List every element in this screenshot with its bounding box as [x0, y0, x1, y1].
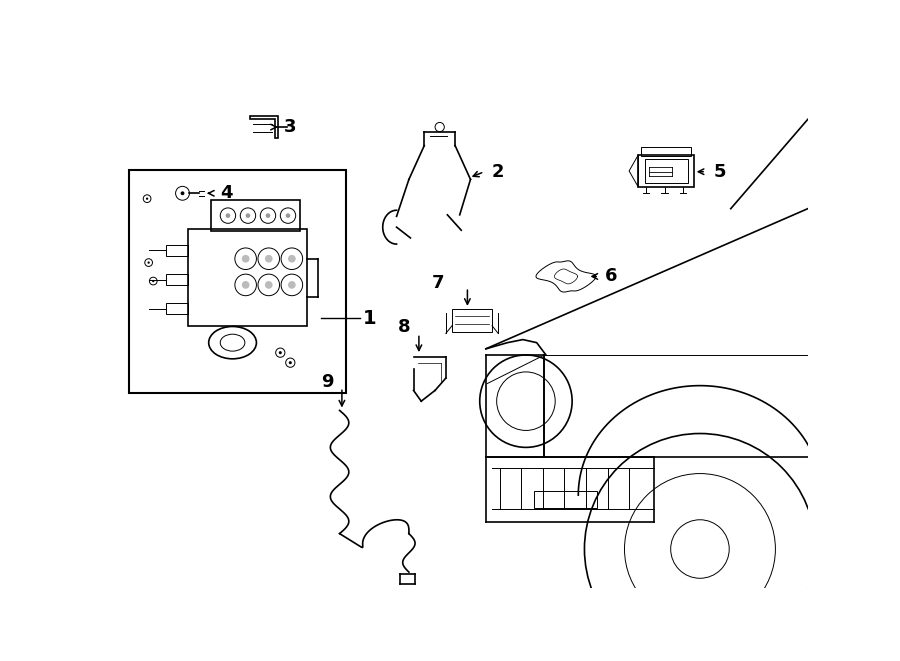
Text: 3: 3: [284, 118, 297, 136]
Bar: [129, 170, 346, 393]
Bar: [534, 491, 597, 508]
Bar: [452, 309, 492, 332]
Text: 7: 7: [432, 274, 445, 292]
Text: 6: 6: [605, 268, 617, 286]
Circle shape: [181, 191, 184, 195]
Circle shape: [146, 198, 148, 200]
Circle shape: [242, 255, 249, 262]
Text: 8: 8: [398, 318, 410, 336]
Circle shape: [226, 214, 230, 218]
Bar: [166, 303, 188, 314]
Bar: [638, 155, 694, 187]
Text: 1: 1: [363, 309, 376, 327]
Circle shape: [246, 214, 250, 218]
Bar: [188, 229, 307, 326]
Circle shape: [265, 281, 273, 289]
Text: 9: 9: [321, 373, 334, 391]
Circle shape: [288, 255, 296, 262]
Circle shape: [148, 261, 149, 264]
Text: 5: 5: [714, 163, 726, 180]
Bar: [166, 245, 188, 256]
Circle shape: [152, 280, 155, 282]
Circle shape: [289, 361, 292, 364]
Text: 2: 2: [492, 163, 505, 180]
Bar: [644, 159, 688, 183]
Text: 4: 4: [220, 184, 233, 202]
Bar: [642, 147, 690, 155]
Bar: [211, 200, 300, 231]
Circle shape: [266, 214, 270, 218]
Circle shape: [285, 214, 291, 218]
Bar: [166, 274, 188, 285]
Circle shape: [279, 351, 282, 354]
Circle shape: [288, 281, 296, 289]
Circle shape: [265, 255, 273, 262]
Circle shape: [242, 281, 249, 289]
